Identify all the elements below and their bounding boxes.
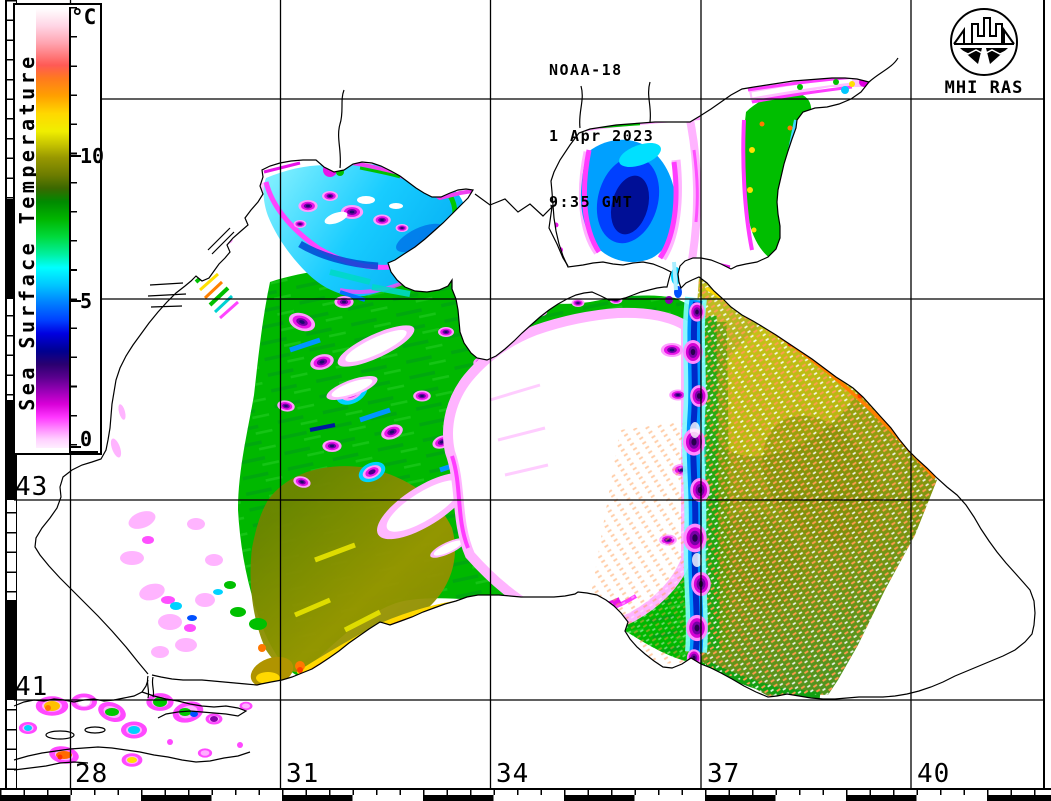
danube-branches xyxy=(147,282,187,308)
ruler-block xyxy=(5,199,16,299)
lon-label-28: 28 xyxy=(75,759,109,789)
lon-label-34: 34 xyxy=(496,759,530,789)
colorbar-axis-foot xyxy=(69,451,98,453)
mhi-ras-logo: MHI RAS xyxy=(938,4,1030,98)
mhi-ras-emblem-icon xyxy=(950,8,1018,76)
colorbar-minor-ticks xyxy=(71,7,77,451)
colorbar-unit: °C xyxy=(71,5,97,29)
lon-label-37: 37 xyxy=(707,759,741,789)
lon-label-31: 31 xyxy=(286,759,320,789)
west-coast-mottle xyxy=(108,373,267,658)
map-frame-right-edge xyxy=(1043,0,1045,789)
colorbar-tick-label-5: 5 xyxy=(80,289,93,313)
colorbar-gradient xyxy=(36,8,69,448)
north-rivers xyxy=(579,57,899,129)
colorbar-panel: Sea Surface Temperature 10 5 0 °C xyxy=(13,3,104,455)
sea-surface-field xyxy=(108,78,937,699)
bottom-degree-ruler-blocks xyxy=(0,795,1051,801)
ruler-block xyxy=(5,400,16,500)
marmara-island xyxy=(84,726,106,734)
east-swath-region xyxy=(590,277,937,699)
colorbar-major-tick xyxy=(71,300,81,302)
colorbar-major-tick xyxy=(71,155,81,157)
coastlines xyxy=(13,57,1036,771)
lat-label-41: 41 xyxy=(15,672,49,702)
sivash-coastline xyxy=(474,193,569,267)
lon-label-40: 40 xyxy=(917,759,951,789)
acquisition-time: 9:35 GMT xyxy=(549,193,634,211)
satellite-name: NOAA-18 xyxy=(549,61,623,79)
colorbar-tick-label-10: 10 xyxy=(80,144,105,168)
colorbar-major-tick xyxy=(71,446,81,448)
thermal-front xyxy=(682,296,711,667)
acquisition-header: NOAA-18 1 Apr 2023 9:35 GMT xyxy=(549,15,654,257)
marmara-island xyxy=(45,730,75,740)
colorbar-tick-label-0: 0 xyxy=(80,427,93,451)
main-coastline xyxy=(34,77,1036,700)
dnieper-river xyxy=(337,89,345,169)
marmara-patches xyxy=(18,693,253,767)
marmara-south-shore xyxy=(13,746,251,771)
ruler-block xyxy=(5,600,16,700)
dniester-liman xyxy=(207,227,235,255)
colorbar-axis xyxy=(69,7,71,453)
acquisition-date: 1 Apr 2023 xyxy=(549,127,655,145)
logo-label: MHI RAS xyxy=(944,78,1024,98)
lat-label-43: 43 xyxy=(15,472,49,502)
